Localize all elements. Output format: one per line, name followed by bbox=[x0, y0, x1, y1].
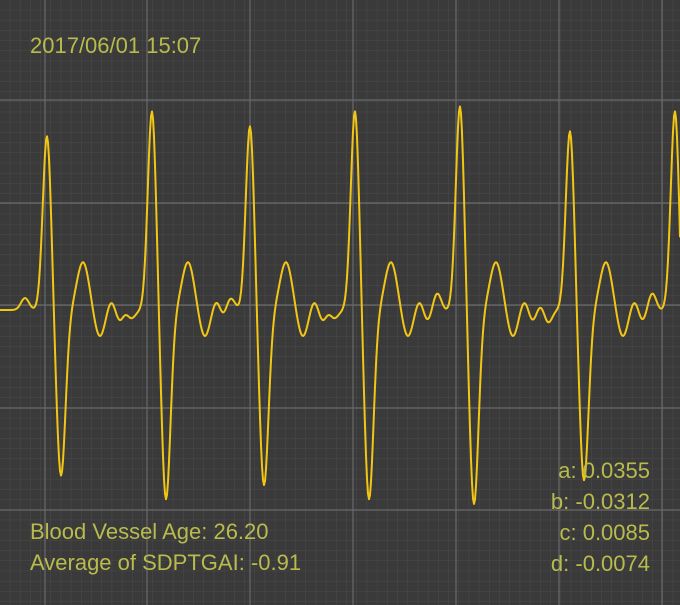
coefficients: a: 0.0355 b: -0.0312 c: 0.0085 d: -0.007… bbox=[551, 455, 650, 579]
waveform bbox=[0, 105, 680, 505]
coefficient: b: -0.0312 bbox=[550, 489, 650, 514]
timestamp: 2017/06/01 15:07 bbox=[30, 33, 202, 58]
metrics: Blood Vessel Age: 26.20 Average of SDPTG… bbox=[30, 516, 301, 578]
coefficient: d: -0.0074 bbox=[550, 551, 650, 576]
coefficient: a: 0.0355 bbox=[558, 458, 650, 483]
metric: Blood Vessel Age: 26.20 bbox=[30, 519, 269, 544]
coefficient: c: 0.0085 bbox=[559, 520, 650, 545]
metric: Average of SDPTGAI: -0.91 bbox=[30, 550, 302, 575]
